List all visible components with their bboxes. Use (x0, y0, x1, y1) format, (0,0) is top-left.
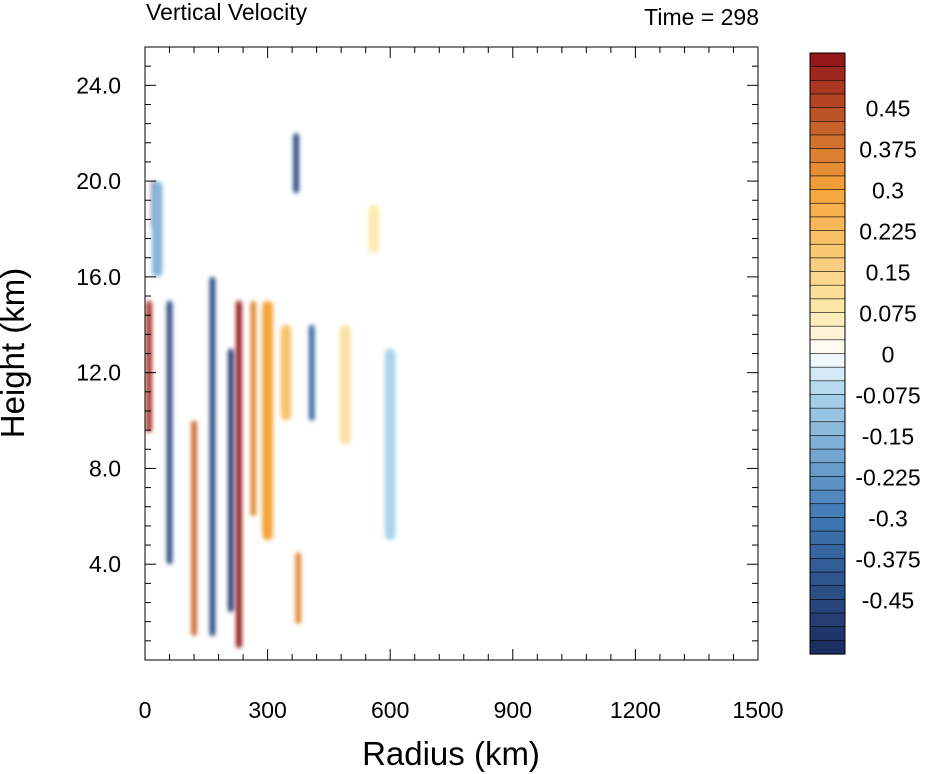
velocity-feature (308, 324, 315, 421)
y-tick-label: 8.0 (89, 455, 121, 481)
x-tick-label: 300 (248, 697, 286, 723)
colorbar-swatch (809, 435, 846, 450)
colorbar-swatch (809, 558, 846, 573)
y-tick-label: 20.0 (76, 168, 121, 194)
velocity-feature (368, 205, 380, 253)
colorbar-swatch (809, 394, 846, 409)
colorbar-swatch (809, 161, 846, 177)
x-tick-label: 600 (371, 697, 409, 723)
colorbar-swatch (809, 462, 846, 478)
colorbar-swatch (809, 93, 846, 109)
colorbar-swatch (809, 121, 846, 136)
colorbar-swatch (809, 626, 846, 641)
colorbar-label: -0.225 (855, 464, 920, 490)
y-tick-label: 4.0 (89, 551, 121, 577)
colorbar-swatch (809, 448, 846, 464)
colorbar-swatch (809, 312, 846, 327)
colorbar-swatch (809, 489, 846, 505)
colorbar-label: -0.3 (868, 505, 908, 531)
colorbar-label: -0.45 (862, 587, 914, 613)
colorbar-swatch (809, 189, 846, 204)
colorbar-swatch (809, 407, 846, 423)
y-axis-label: Height (km) (0, 268, 31, 439)
velocity-feature (262, 300, 273, 541)
velocity-feature (250, 300, 257, 517)
x-tick-label: 1500 (732, 697, 783, 723)
colorbar-swatch (809, 257, 846, 273)
velocity-feature (384, 348, 396, 541)
y-axis: 4.0 8.0 12.0 16.0 20.0 24.0 (76, 65, 758, 642)
colorbar-label: 0.3 (872, 178, 904, 204)
colorbar-swatch (809, 599, 846, 614)
colorbar-swatch (809, 230, 846, 245)
x-tick-label: 900 (494, 697, 532, 723)
chart-title: Vertical Velocity (146, 0, 308, 25)
colorbar-label: 0.375 (859, 137, 917, 163)
colorbar-swatch (809, 107, 846, 122)
velocity-feature (339, 324, 351, 445)
x-axis: 0 300 600 900 1200 1500 (139, 47, 784, 723)
velocity-feature (151, 181, 163, 277)
colorbar-label: -0.375 (855, 546, 920, 572)
velocity-feature (146, 300, 152, 433)
colorbar-swatch (809, 530, 846, 546)
colorbar-label: 0.45 (866, 96, 911, 122)
velocity-field (146, 133, 396, 648)
colorbar-label: -0.15 (862, 424, 914, 450)
colorbar-swatch (809, 353, 846, 368)
colorbar-swatch (809, 298, 846, 314)
colorbar-label: 0.225 (859, 219, 917, 245)
velocity-feature (228, 348, 234, 613)
velocity-feature (166, 300, 173, 565)
y-tick-label: 24.0 (76, 72, 121, 98)
time-label: Time = 298 (644, 4, 759, 30)
colorbar-swatch (809, 134, 846, 150)
plot-background (145, 47, 758, 660)
colorbar-swatch (809, 612, 846, 628)
y-tick-label: 16.0 (76, 264, 121, 290)
y-tick-label: 12.0 (76, 360, 121, 386)
colorbar-swatch (809, 503, 846, 519)
colorbar-swatch (809, 476, 846, 491)
velocity-feature (209, 276, 216, 637)
colorbar-swatch (809, 544, 846, 559)
colorbar-swatch (809, 339, 846, 355)
colorbar-label: 0.15 (866, 260, 911, 286)
velocity-feature (191, 420, 197, 636)
colorbar-swatch (809, 243, 846, 259)
colorbar-swatch (809, 216, 846, 232)
velocity-feature (236, 300, 242, 648)
colorbar-label: 0 (882, 342, 895, 368)
colorbar-swatch (809, 325, 846, 341)
colorbar-label: 0.075 (859, 301, 917, 327)
colorbar-swatch (809, 571, 846, 587)
colorbar: 0.45 0.375 0.3 0.225 0.15 0.075 0 -0.075 -0.15 -0… (809, 52, 921, 655)
colorbar-frame (809, 52, 846, 655)
velocity-feature (295, 552, 302, 624)
colorbar-swatch (809, 640, 846, 655)
x-tick-label: 0 (139, 697, 152, 723)
colorbar-swatch (809, 175, 846, 191)
velocity-feature (280, 324, 292, 421)
colorbar-label: -0.075 (855, 383, 920, 409)
velocity-feature (293, 133, 299, 194)
colorbar-swatch (809, 80, 846, 95)
x-tick-label: 1200 (610, 697, 661, 723)
colorbar-swatch (809, 52, 846, 68)
colorbar-swatch (809, 517, 846, 532)
colorbar-swatch (809, 380, 846, 396)
colorbar-swatch (809, 284, 846, 300)
x-axis-label: Radius (km) (362, 735, 540, 772)
colorbar-swatch (809, 148, 846, 163)
colorbar-swatch (809, 66, 846, 81)
colorbar-swatch (809, 271, 846, 286)
colorbar-swatch (809, 421, 846, 437)
colorbar-swatch (809, 202, 846, 218)
colorbar-swatch (809, 585, 846, 600)
colorbar-swatch (809, 366, 846, 382)
